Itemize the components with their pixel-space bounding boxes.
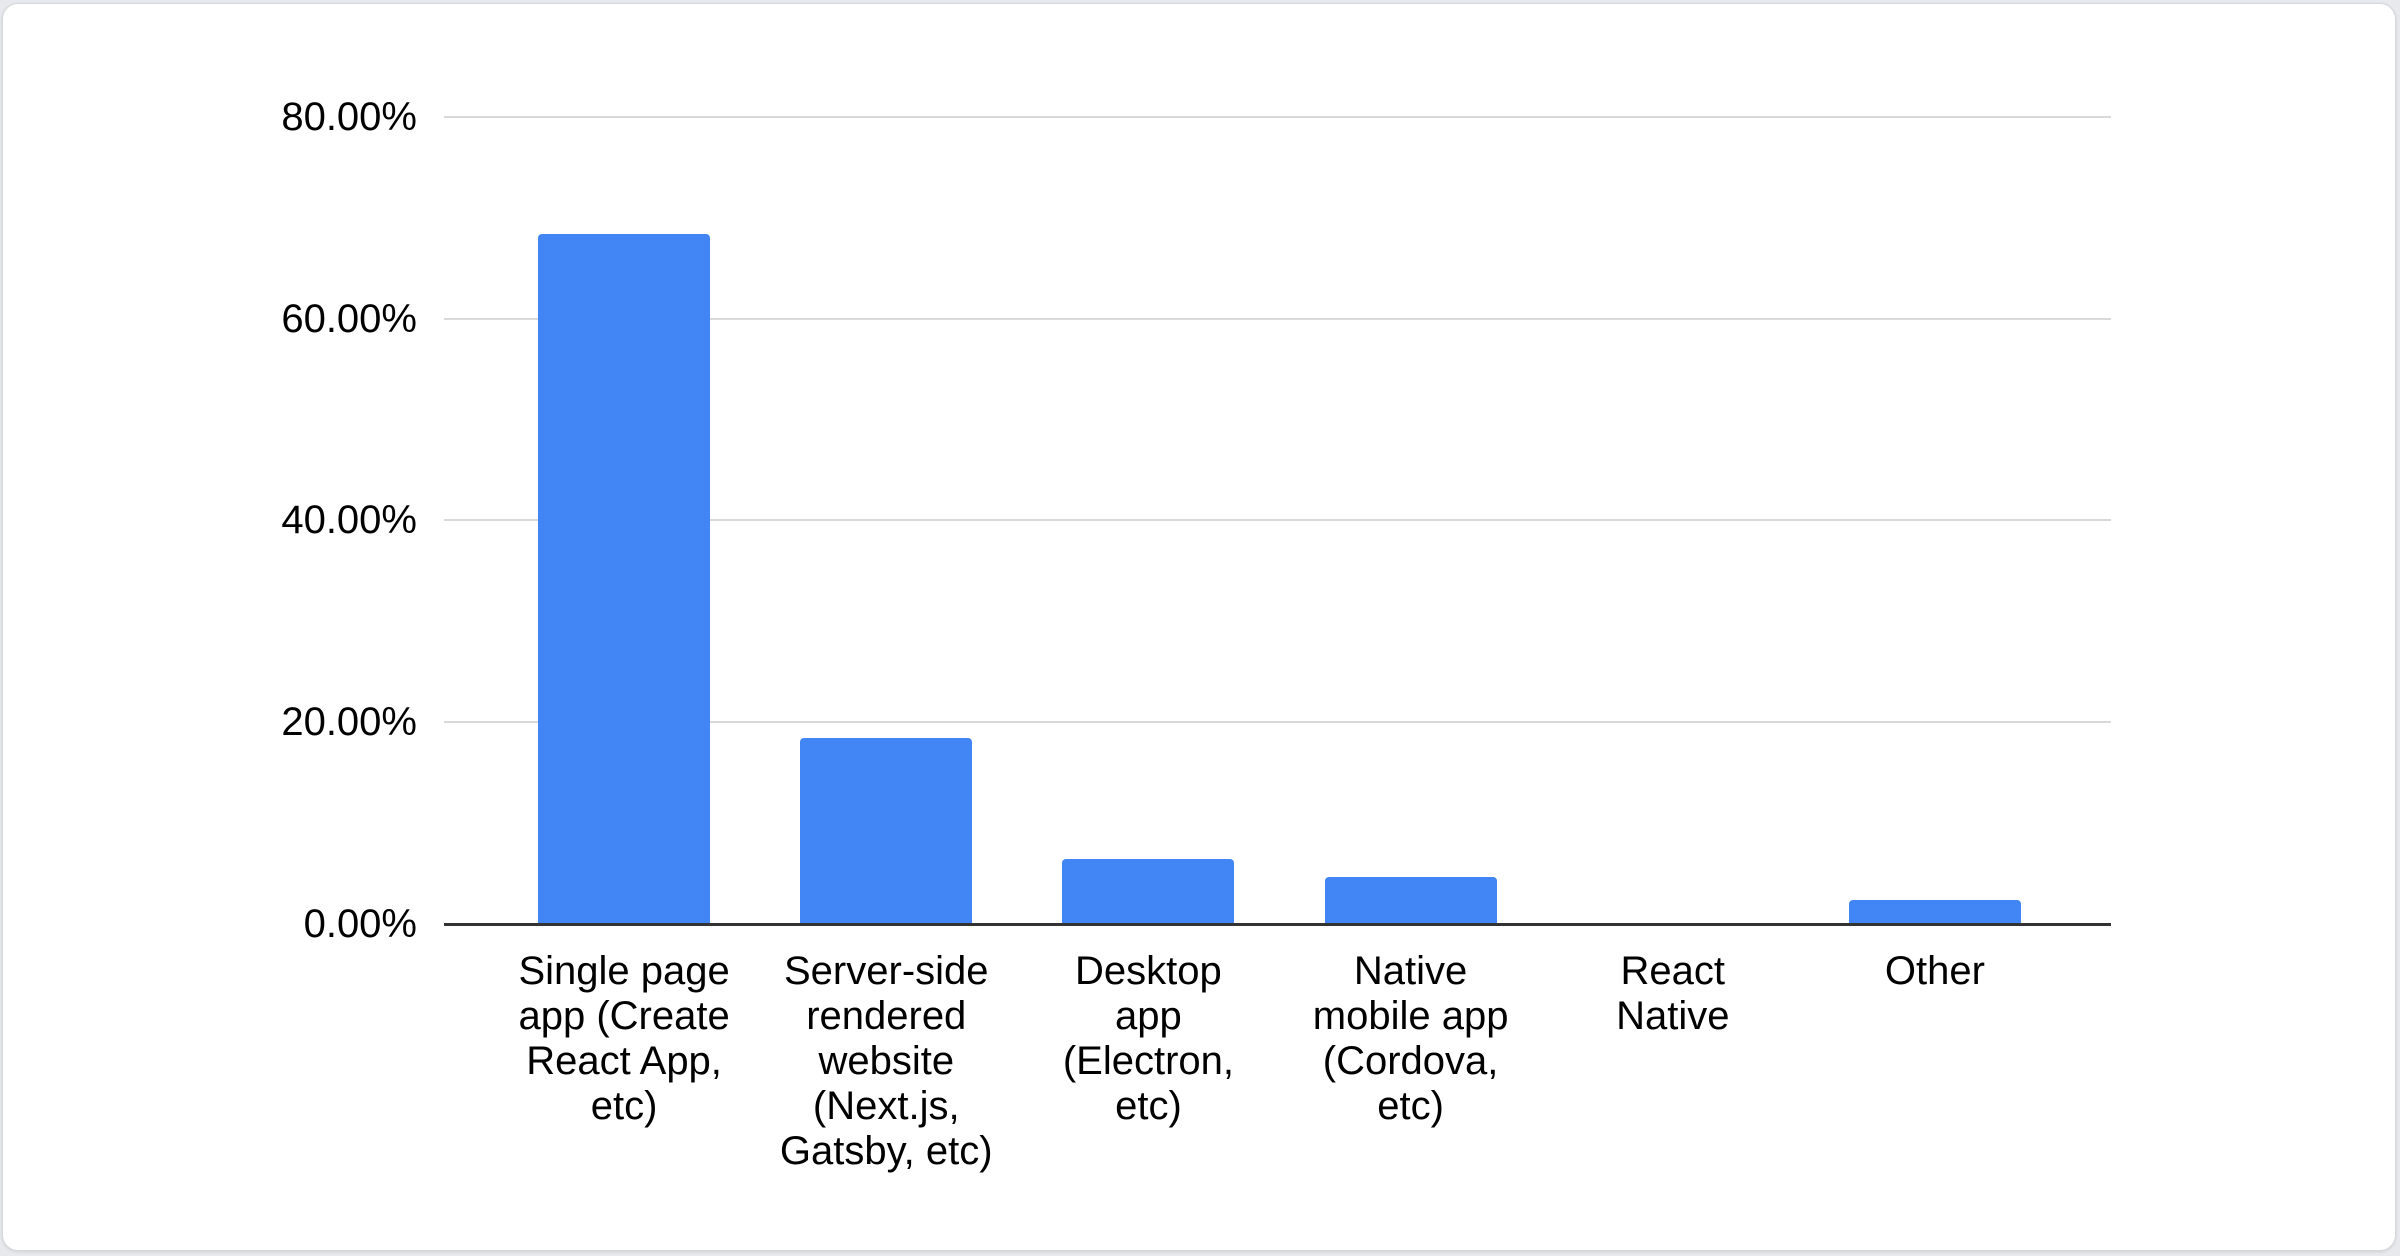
x-category-label-2: Desktop app (Electron, etc) bbox=[1062, 949, 1235, 1128]
y-tick-label-40: 40.00% bbox=[281, 498, 417, 542]
x-category-label-5: Other bbox=[1884, 949, 1985, 993]
y-tick-label-0: 0.00% bbox=[303, 902, 417, 946]
bar-0[interactable] bbox=[538, 234, 711, 924]
gridline-60 bbox=[444, 318, 2111, 320]
bar-slot-0 bbox=[493, 117, 755, 924]
bar-1[interactable] bbox=[800, 738, 973, 924]
x-category-label-0: Single page app (Create React App, etc) bbox=[518, 949, 730, 1128]
bar-slot-5 bbox=[1804, 117, 2066, 924]
y-tick-label-80: 80.00% bbox=[281, 95, 417, 139]
bar-2[interactable] bbox=[1062, 859, 1235, 924]
bar-series bbox=[493, 117, 2066, 924]
bar-slot-3 bbox=[1280, 117, 1542, 924]
x-category-label-3: Native mobile app (Cordova, etc) bbox=[1312, 949, 1509, 1128]
gridline-20 bbox=[444, 721, 2111, 723]
bar-5[interactable] bbox=[1848, 900, 2021, 924]
bar-slot-4 bbox=[1542, 117, 1804, 924]
plot-area bbox=[444, 116, 2111, 926]
x-axis-baseline bbox=[444, 923, 2111, 926]
bar-slot-2 bbox=[1017, 117, 1279, 924]
bar-slot-1 bbox=[755, 117, 1017, 924]
chart-card: 0.00% 20.00% 40.00% 60.00% 80.00% Single pag… bbox=[2, 3, 2396, 1251]
y-tick-label-20: 20.00% bbox=[281, 700, 417, 744]
y-tick-label-60: 60.00% bbox=[281, 297, 417, 341]
x-category-label-1: Server-side rendered website (Next.js, G… bbox=[779, 949, 993, 1173]
gridline-40 bbox=[444, 519, 2111, 521]
bar-3[interactable] bbox=[1324, 877, 1497, 924]
x-axis-category-labels: Single page app (Create React App, etc) S… bbox=[493, 949, 2066, 1174]
x-category-label-4: React Native bbox=[1616, 949, 1730, 1038]
gridline-80 bbox=[444, 116, 2111, 118]
